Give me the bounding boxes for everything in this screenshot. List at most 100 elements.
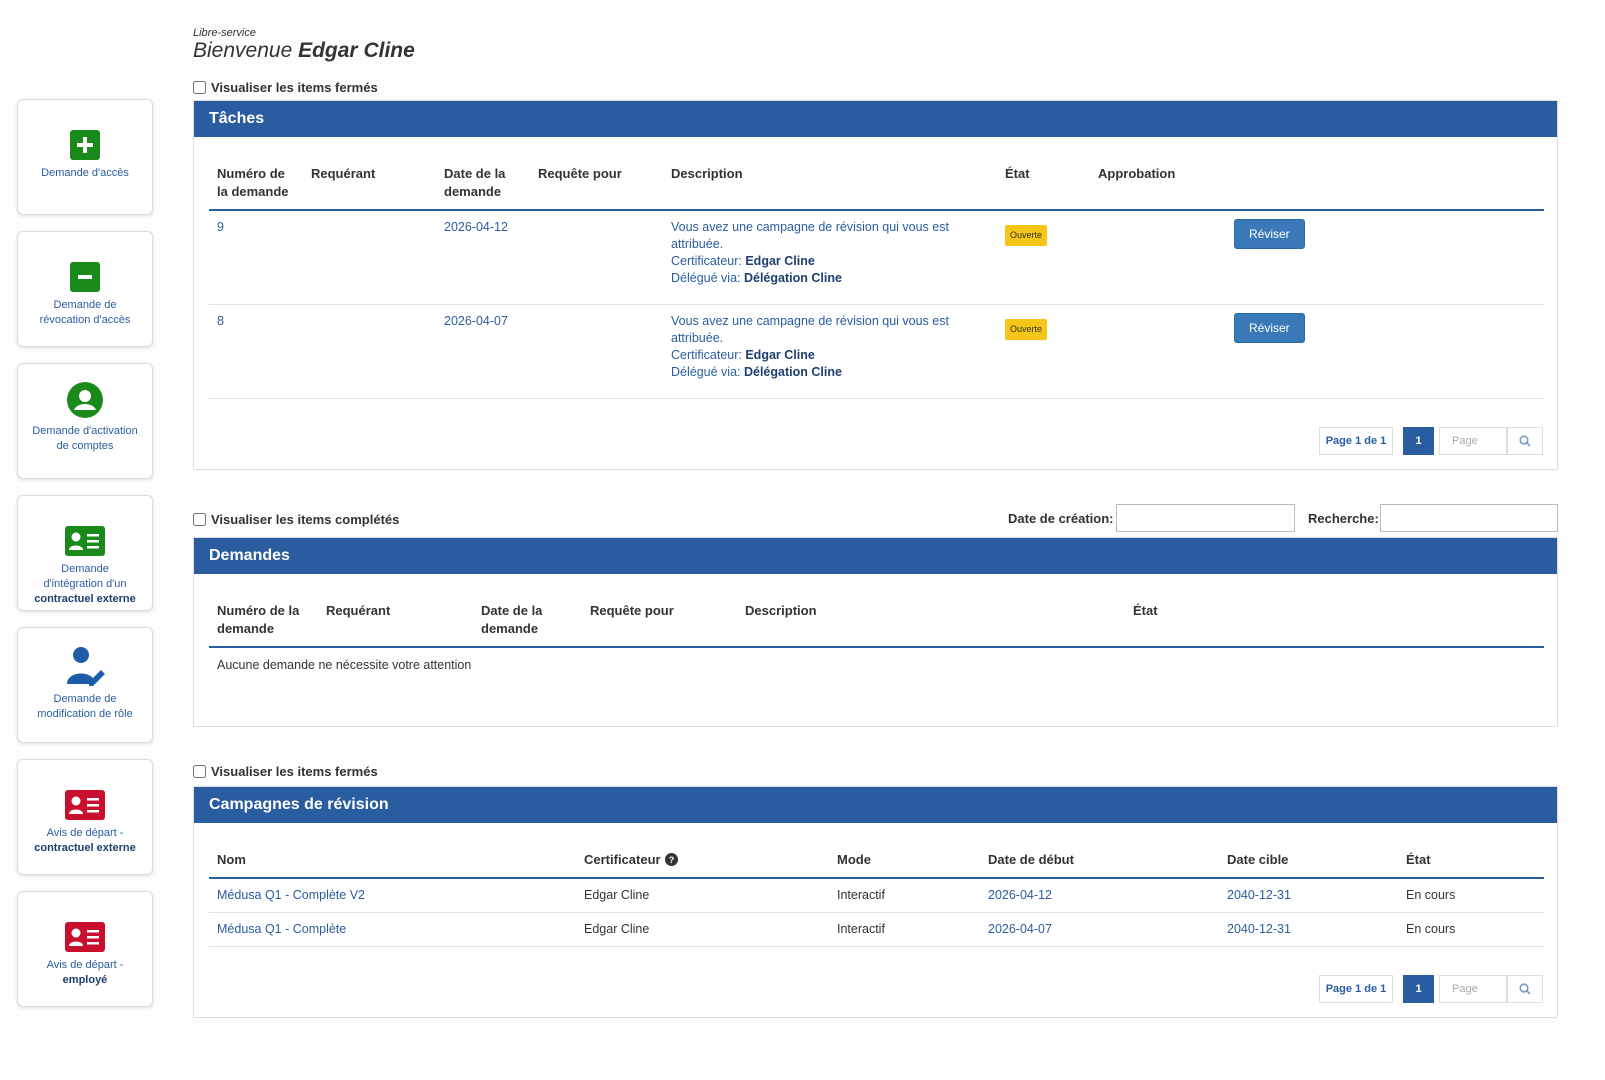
column-header: Requérant: [318, 574, 473, 648]
delegate-name: Délégation Cline: [743, 364, 842, 379]
data-table: Nom Certificateur? Mode Date de début Date c…: [209, 823, 1544, 947]
column-header: Certificateur?: [576, 823, 829, 879]
table-head: Nom Certificateur? Mode Date de début Date c…: [209, 823, 1544, 879]
pager: Page 1 de 1 1 Page: [1319, 427, 1543, 455]
sidebar-tile[interactable]: Demande de modification de rôle: [17, 627, 153, 743]
panel-title: Tâches: [194, 101, 1557, 137]
panel: Campagnes de révision Nom Certificateur? Mo…: [193, 786, 1558, 1018]
svg-text:?: ?: [668, 855, 674, 865]
description: Vous avez une campagne de révision qui v…: [663, 210, 997, 305]
tile-label: Demande d'activation de comptes: [18, 424, 152, 454]
status-badge: Ouverte: [1005, 318, 1048, 340]
toggle-label: Visualiser les items complétés: [211, 512, 400, 527]
delegate-name: Délégation Cline: [743, 271, 842, 285]
campaign-start: 2026-04-12: [980, 878, 1219, 913]
page-current[interactable]: 1: [1403, 975, 1434, 1003]
panel: Tâches Numéro de la demande Requérant Date …: [193, 100, 1558, 470]
column-header: Requête pour: [530, 137, 663, 211]
review-button[interactable]: Réviser: [1234, 312, 1305, 343]
sidebar-tile[interactable]: Demande d'intégration d'un contractuel ex…: [17, 495, 153, 611]
data-table: Numéro de la demande Requérant Date de la …: [209, 574, 1544, 682]
tile-strong: contractuel externe: [34, 842, 136, 854]
request-number: 8: [209, 304, 303, 399]
tile-label: Demande de modification de rôle: [18, 692, 152, 722]
certifier-label: Certificateur:: [671, 347, 742, 362]
page-search[interactable]: [1507, 975, 1543, 1003]
sidebar-tile[interactable]: Demande d'activation de comptes: [17, 363, 153, 479]
campaign-mode: Interactif: [829, 912, 980, 947]
sidebar-tile[interactable]: Demande de révocation d'accès: [17, 231, 153, 347]
column-header: État: [1125, 574, 1544, 648]
certifier-line: Certificateur: Edgar Cline: [671, 253, 989, 270]
page-current[interactable]: 1: [1403, 427, 1434, 455]
page-label[interactable]: Page 1 de 1: [1319, 427, 1393, 455]
tile-label: Demande de révocation d'accès: [18, 298, 152, 328]
description-text: Vous avez une campagne de révision qui v…: [671, 313, 949, 345]
review-button[interactable]: Réviser: [1234, 219, 1305, 249]
toggle: Visualiser les items complétés: [193, 512, 399, 527]
toggle-checkbox[interactable]: [193, 513, 206, 526]
tile-strong: employé: [62, 974, 108, 986]
campaign-name[interactable]: Médusa Q1 - Complète V2: [209, 878, 576, 913]
table-head: Numéro de la demande Requérant Date de la …: [209, 137, 1544, 211]
request-date: 2026-04-07: [436, 304, 530, 399]
header-row: Nom Certificateur? Mode Date de début Date c…: [209, 823, 1544, 879]
task-row: 8 2026-04-07 Vous avez une campagne de rév…: [209, 304, 1544, 399]
column-header: État: [1398, 823, 1544, 879]
campaign-mode: Interactif: [829, 878, 980, 913]
campaign-row: Médusa Q1 - Complète Edgar Cline Interacti…: [209, 912, 1544, 947]
tile-icon: [18, 790, 152, 820]
description-text: Vous avez une campagne de révision qui v…: [671, 220, 949, 251]
column-header: Nom: [209, 823, 576, 879]
tile-text: Demande d'accès: [41, 167, 129, 179]
panel-title: Campagnes de révision: [194, 787, 1557, 823]
certifier-line: Certificateur: Edgar Cline: [671, 347, 989, 364]
search-input[interactable]: [1380, 504, 1558, 532]
created-input[interactable]: [1116, 504, 1295, 532]
header-kicker: Libre-service: [193, 27, 256, 39]
table-body: Aucune demande ne nécessite votre attent…: [209, 647, 1544, 682]
table-body: 9 2026-04-12 Vous avez une campagne de rév…: [209, 210, 1544, 399]
column-header: Requérant: [303, 137, 436, 211]
tile-icon: [18, 382, 152, 418]
sidebar-tile[interactable]: Demande d'accès: [17, 99, 153, 215]
page-search[interactable]: [1507, 427, 1543, 455]
tile-label: Avis de départ - employé: [18, 958, 152, 988]
tile-text: Demande d'intégration d'un: [43, 563, 127, 590]
request-date: 2026-04-12: [436, 210, 530, 305]
requester: [303, 210, 436, 305]
column-header: Numéro de la demande: [209, 574, 318, 648]
certifier-label: Certificateur:: [671, 254, 742, 268]
toggle-checkbox[interactable]: [193, 765, 206, 778]
campaign-status: En cours: [1398, 912, 1544, 947]
page-input[interactable]: Page: [1439, 975, 1507, 1003]
sidebar-tile[interactable]: Avis de départ - employé: [17, 891, 153, 1007]
approval: [1090, 304, 1226, 399]
page-input[interactable]: Page: [1439, 427, 1507, 455]
column-header: Mode: [829, 823, 980, 879]
table-head: Numéro de la demande Requérant Date de la …: [209, 574, 1544, 648]
tile-text: Demande d'activation de comptes: [32, 425, 138, 452]
page-header: Libre-service Bienvenue Edgar Cline: [193, 27, 415, 63]
tile-label: Demande d'accès: [18, 166, 152, 181]
sidebar-tile[interactable]: Avis de départ - contractuel externe: [17, 759, 153, 875]
requester: [303, 304, 436, 399]
delegate-line: Délégué via: Délégation Cline: [671, 270, 989, 287]
header-welcome: Bienvenue Edgar Cline: [193, 39, 415, 63]
column-header: Date de la demande: [473, 574, 582, 648]
empty-message: Aucune demande ne nécessite votre attent…: [217, 658, 472, 672]
certifier-name: Edgar Cline: [745, 347, 815, 362]
help-icon[interactable]: ?: [661, 852, 678, 867]
task-row: 9 2026-04-12 Vous avez une campagne de rév…: [209, 210, 1544, 305]
page-label[interactable]: Page 1 de 1: [1319, 975, 1393, 1003]
tile-text: Avis de départ -: [46, 959, 124, 971]
column-header: Date de début: [980, 823, 1219, 879]
toggle: Visualiser les items fermés: [193, 80, 378, 95]
toggle-checkbox[interactable]: [193, 81, 206, 94]
campaign-name[interactable]: Médusa Q1 - Complète: [209, 912, 576, 947]
approval: [1090, 210, 1226, 305]
panel: Demandes Numéro de la demande Requérant Dat…: [193, 537, 1558, 727]
tile-icon: [18, 646, 152, 686]
welcome-text: Bienvenue: [193, 39, 293, 62]
